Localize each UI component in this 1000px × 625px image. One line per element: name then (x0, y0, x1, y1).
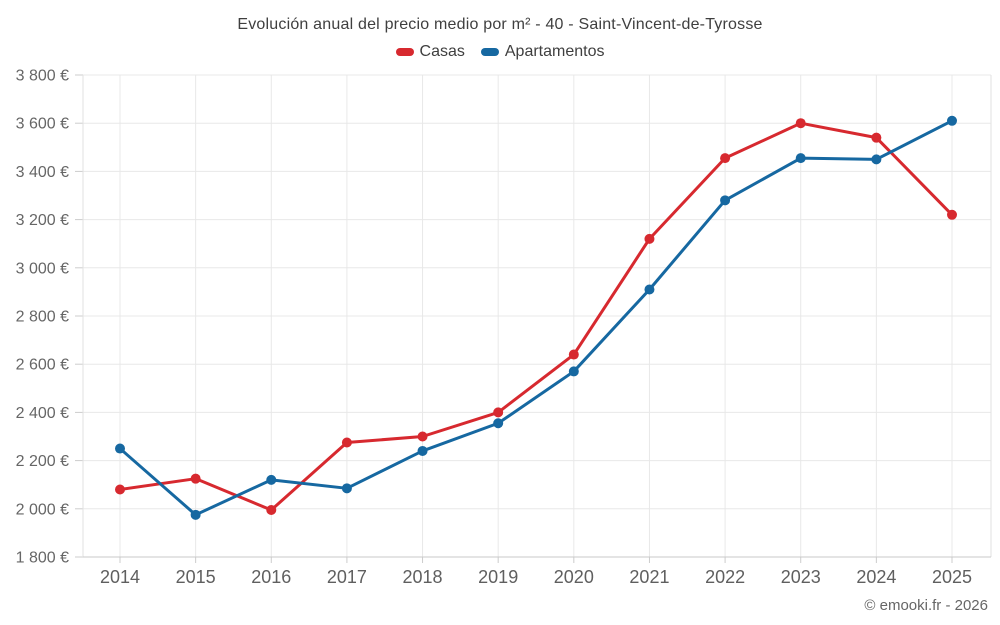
x-axis-label-2025: 2025 (932, 567, 972, 587)
copyright-text: © emooki.fr - 2026 (864, 597, 988, 614)
point-apartamentos-2016[interactable] (266, 474, 277, 485)
x-axis-label-2021: 2021 (629, 567, 669, 587)
point-casas-2016[interactable] (266, 505, 277, 516)
point-casas-2015[interactable] (190, 473, 201, 484)
point-apartamentos-2024[interactable] (871, 154, 882, 165)
chart-legend: Casas Apartamentos (0, 43, 1000, 61)
x-axis-label-2022: 2022 (705, 567, 745, 587)
y-axis-label-3000: 3 000 € (16, 260, 69, 277)
y-axis-label-2400: 2 400 € (16, 405, 69, 422)
legend-marker-casas-icon (395, 48, 414, 56)
x-axis-label-2023: 2023 (781, 567, 821, 587)
y-axis-label-2800: 2 800 € (16, 309, 69, 326)
y-axis-label-3600: 3 600 € (16, 116, 69, 133)
legend-marker-apartamentos-icon (480, 48, 499, 56)
x-axis-label-2015: 2015 (176, 567, 216, 587)
point-casas-2020[interactable] (568, 349, 579, 360)
point-apartamentos-2025[interactable] (947, 115, 957, 126)
legend-item-apartamentos[interactable]: Apartamentos (480, 43, 605, 61)
y-axis-label-2000: 2 000 € (16, 501, 69, 518)
x-axis-label-2017: 2017 (327, 567, 367, 587)
point-apartamentos-2017[interactable] (341, 483, 352, 494)
point-apartamentos-2022[interactable] (720, 195, 731, 206)
y-axis-label-3200: 3 200 € (16, 212, 69, 229)
x-axis-label-2016: 2016 (251, 567, 291, 587)
x-axis-label-2024: 2024 (856, 567, 896, 587)
point-casas-2019[interactable] (493, 407, 504, 418)
point-apartamentos-2021[interactable] (644, 284, 655, 295)
point-casas-2017[interactable] (341, 437, 352, 448)
point-apartamentos-2018[interactable] (417, 445, 428, 456)
point-apartamentos-2019[interactable] (493, 418, 504, 429)
y-axis-label-1800: 1 800 € (16, 550, 69, 567)
point-apartamentos-2015[interactable] (190, 509, 201, 520)
series-line-casas (118, 121, 954, 512)
legend-label-casas: Casas (419, 43, 465, 60)
point-apartamentos-2014[interactable] (115, 443, 125, 454)
y-axis-label-3400: 3 400 € (16, 164, 69, 181)
point-casas-2018[interactable] (417, 431, 428, 442)
y-axis-label-2200: 2 200 € (16, 453, 69, 470)
point-casas-2025[interactable] (947, 209, 957, 220)
legend-item-casas[interactable]: Casas (395, 43, 465, 61)
chart-title: Evolución anual del precio medio por m² … (237, 16, 763, 33)
point-casas-2024[interactable] (871, 132, 882, 143)
point-casas-2021[interactable] (644, 233, 655, 244)
point-apartamentos-2020[interactable] (568, 366, 579, 377)
x-axis-label-2014: 2014 (100, 567, 140, 587)
x-axis-label-2020: 2020 (554, 567, 594, 587)
y-axis-label-3800: 3 800 € (16, 68, 69, 85)
x-axis-label-2019: 2019 (478, 567, 518, 587)
legend-label-apartamentos: Apartamentos (504, 43, 605, 60)
series-line-apartamentos (118, 119, 954, 517)
point-casas-2023[interactable] (795, 118, 806, 129)
y-axis-label-2600: 2 600 € (16, 357, 69, 374)
point-apartamentos-2023[interactable] (795, 153, 806, 164)
point-casas-2022[interactable] (720, 153, 731, 164)
x-axis-label-2018: 2018 (403, 567, 443, 587)
point-casas-2014[interactable] (115, 484, 125, 495)
